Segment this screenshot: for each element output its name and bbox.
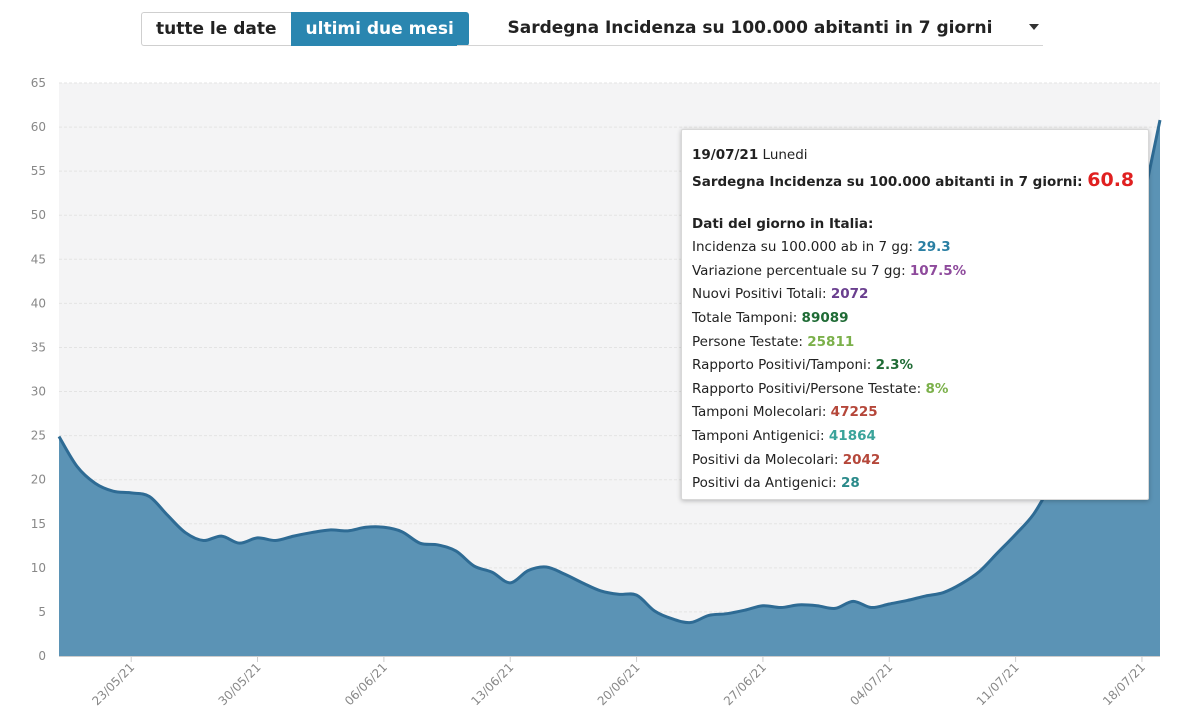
tooltip-rows: Incidenza su 100.000 ab in 7 gg: 29.3 Var… — [692, 236, 1138, 496]
tooltip-row-label: Persone Testate: — [692, 333, 808, 350]
data-tooltip: 19/07/21 Lunedi Sardegna Incidenza su 10… — [681, 129, 1149, 500]
tooltip-row-label: Variazione percentuale su 7 gg: — [692, 262, 910, 279]
tooltip-row: Rapporto Positivi/Persone Testate: 8% — [692, 378, 1138, 402]
tooltip-row-value: 25811 — [807, 333, 855, 350]
metric-select-value: Sardegna Incidenza su 100.000 abitanti i… — [507, 17, 993, 38]
tooltip-main-row: Sardegna Incidenza su 100.000 abitanti i… — [692, 168, 1138, 192]
tooltip-row-value: 2.3% — [875, 357, 914, 374]
tooltip-main-value: 60.8 — [1087, 168, 1135, 191]
tooltip-row: Tamponi Antigenici: 41864 — [692, 425, 1138, 449]
x-tick-label: 04/07/21 — [847, 660, 895, 708]
tooltip-row-label: Positivi da Antigenici: — [692, 475, 841, 492]
tooltip-main-label: Sardegna Incidenza su 100.000 abitanti i… — [692, 173, 1083, 190]
series-area — [59, 120, 1160, 656]
x-tick-label: 18/07/21 — [1100, 660, 1148, 708]
tooltip-row-label: Rapporto Positivi/Persone Testate: — [692, 380, 926, 397]
tooltip-date-row: 19/07/21 Lunedi — [692, 144, 1138, 168]
y-tick-label: 0 — [38, 649, 46, 663]
y-tick-label: 60 — [31, 120, 46, 134]
y-tick-label: 10 — [31, 561, 46, 575]
tooltip-row-label: Nuovi Positivi Totali: — [692, 286, 831, 303]
y-tick-label: 20 — [31, 473, 46, 487]
y-tick-label: 25 — [31, 429, 46, 443]
all-dates-button[interactable]: tutte le date — [141, 12, 291, 46]
date-range-toggle: tutte le date ultimi due mesi — [141, 12, 469, 46]
tooltip-row-value: 107.5% — [909, 262, 967, 279]
tooltip-row: Tamponi Molecolari: 47225 — [692, 401, 1138, 425]
tooltip-row-value: 28 — [840, 475, 860, 492]
last-two-months-button[interactable]: ultimi due mesi — [290, 12, 469, 46]
y-tick-label: 45 — [31, 252, 46, 266]
tooltip-row-label: Positivi da Molecolari: — [692, 451, 843, 468]
y-tick-label: 35 — [31, 340, 46, 354]
tooltip-row-value: 29.3 — [917, 239, 951, 256]
tooltip-row-label: Incidenza su 100.000 ab in 7 gg: — [692, 239, 918, 256]
tooltip-row-label: Tamponi Antigenici: — [692, 427, 829, 444]
tooltip-date: 19/07/21 — [692, 147, 759, 163]
tooltip-row-value: 2042 — [842, 451, 881, 468]
x-tick-label: 27/06/21 — [721, 660, 769, 708]
tooltip-row-value: 89089 — [801, 309, 849, 326]
y-tick-label: 50 — [31, 208, 46, 222]
y-tick-label: 55 — [31, 164, 46, 178]
y-tick-label: 5 — [38, 605, 46, 619]
y-tick-label: 65 — [31, 76, 46, 90]
x-tick-label: 23/05/21 — [89, 660, 137, 708]
tooltip-row: Positivi da Antigenici: 28 — [692, 472, 1138, 496]
x-tick-label: 13/06/21 — [468, 660, 516, 708]
series-layer — [57, 119, 1162, 656]
x-tick-label: 06/06/21 — [342, 660, 390, 708]
tooltip-row: Totale Tamponi: 89089 — [692, 307, 1138, 331]
tooltip-row: Rapporto Positivi/Tamponi: 2.3% — [692, 354, 1138, 378]
series-line — [57, 119, 1162, 625]
tooltip-row: Variazione percentuale su 7 gg: 107.5% — [692, 260, 1138, 284]
tooltip-row: Incidenza su 100.000 ab in 7 gg: 29.3 — [692, 236, 1138, 260]
tooltip-row-label: Rapporto Positivi/Tamponi: — [692, 357, 876, 374]
y-tick-label: 40 — [31, 296, 46, 310]
tooltip-weekday: Lunedi — [762, 147, 808, 163]
x-axis: 23/05/21 30/05/21 06/06/21 13/06/21 20/06/21… — [59, 656, 1160, 708]
x-tick-label: 20/06/21 — [595, 660, 643, 708]
tooltip-row: Nuovi Positivi Totali: 2072 — [692, 283, 1138, 307]
y-tick-label: 30 — [31, 385, 46, 399]
tooltip-row-value: 47225 — [830, 404, 878, 421]
tooltip-row: Positivi da Molecolari: 2042 — [692, 449, 1138, 473]
tooltip-row-label: Tamponi Molecolari: — [692, 404, 831, 421]
y-axis: 0 5 10 15 20 25 30 35 40 45 50 55 60 65 — [31, 76, 46, 663]
tooltip-row: Persone Testate: 25811 — [692, 331, 1138, 355]
tooltip-row-label: Totale Tamponi: — [692, 309, 802, 326]
y-tick-label: 15 — [31, 517, 46, 531]
tooltip-row-value: 41864 — [828, 427, 876, 444]
metric-select[interactable]: Sardegna Incidenza su 100.000 abitanti i… — [457, 10, 1043, 46]
x-tick-label: 30/05/21 — [216, 660, 264, 708]
tooltip-row-value: 2072 — [830, 286, 869, 303]
tooltip-row-value: 8% — [925, 380, 949, 397]
tooltip-section-title: Dati del giorno in Italia: — [692, 215, 874, 232]
chevron-down-icon[interactable] — [1029, 24, 1039, 30]
x-tick-label: 11/07/21 — [974, 660, 1022, 708]
